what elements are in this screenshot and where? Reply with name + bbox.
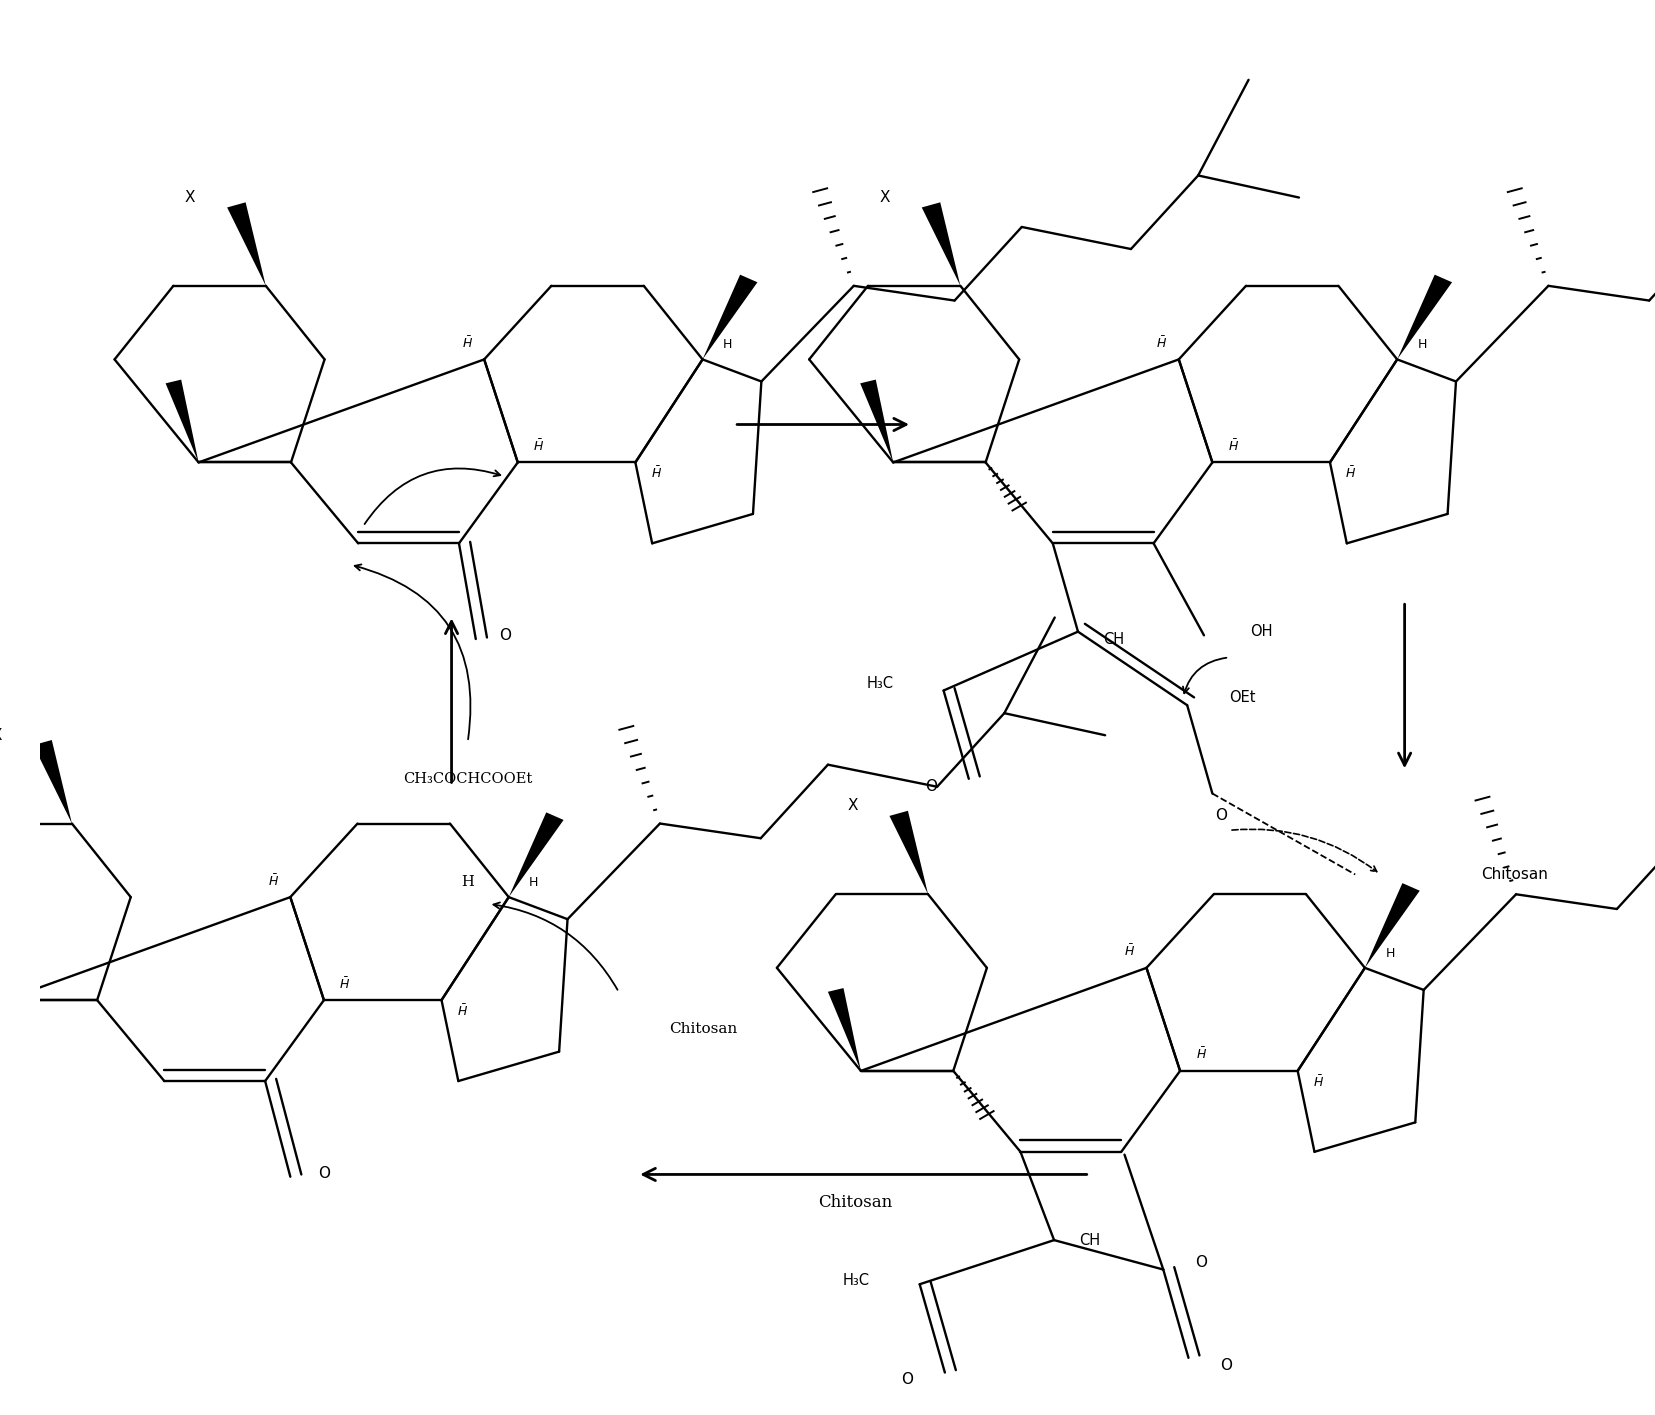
Text: X: X bbox=[879, 190, 890, 205]
Text: $\bar{H}$: $\bar{H}$ bbox=[1195, 1047, 1206, 1063]
Text: O: O bbox=[1195, 1255, 1206, 1269]
Polygon shape bbox=[227, 202, 266, 286]
Text: H: H bbox=[462, 874, 473, 889]
Text: $\bar{H}$: $\bar{H}$ bbox=[457, 1003, 468, 1019]
Text: $\bar{H}$: $\bar{H}$ bbox=[462, 335, 473, 351]
Text: $\bar{H}$: $\bar{H}$ bbox=[268, 873, 280, 889]
Text: O: O bbox=[318, 1166, 329, 1180]
Polygon shape bbox=[0, 917, 5, 1000]
Text: Chitosan: Chitosan bbox=[1481, 867, 1547, 882]
Text: X: X bbox=[847, 798, 857, 814]
Text: OEt: OEt bbox=[1230, 691, 1256, 706]
Polygon shape bbox=[166, 379, 199, 463]
Polygon shape bbox=[889, 811, 928, 894]
Text: $\bar{H}$: $\bar{H}$ bbox=[650, 466, 662, 481]
Text: O: O bbox=[900, 1373, 914, 1388]
Polygon shape bbox=[922, 202, 960, 286]
Text: O: O bbox=[1215, 808, 1226, 824]
Text: OH: OH bbox=[1250, 624, 1273, 640]
Text: O: O bbox=[925, 778, 937, 794]
Text: $\bar{H}$: $\bar{H}$ bbox=[533, 439, 544, 454]
Polygon shape bbox=[828, 988, 861, 1071]
Text: H₃C: H₃C bbox=[866, 675, 894, 691]
Polygon shape bbox=[861, 379, 894, 463]
Text: $\bar{H}$: $\bar{H}$ bbox=[1346, 466, 1357, 481]
Text: CH: CH bbox=[1104, 631, 1124, 647]
Polygon shape bbox=[1397, 275, 1451, 359]
Text: $\bar{H}$: $\bar{H}$ bbox=[1228, 439, 1240, 454]
Text: H: H bbox=[723, 338, 733, 351]
Text: $\bar{H}$: $\bar{H}$ bbox=[339, 976, 351, 992]
Polygon shape bbox=[508, 812, 564, 897]
Text: $\bar{H}$: $\bar{H}$ bbox=[1312, 1074, 1324, 1090]
Text: H₃C: H₃C bbox=[842, 1274, 869, 1288]
Polygon shape bbox=[33, 740, 71, 824]
Text: CH: CH bbox=[1079, 1232, 1101, 1248]
Text: CH₃COCHCOOEt: CH₃COCHCOOEt bbox=[404, 771, 533, 785]
Text: O: O bbox=[500, 628, 511, 642]
Text: $\bar{H}$: $\bar{H}$ bbox=[1124, 944, 1135, 959]
Text: H: H bbox=[1418, 338, 1427, 351]
Text: Chitosan: Chitosan bbox=[818, 1194, 892, 1211]
Text: Chitosan: Chitosan bbox=[669, 1022, 736, 1036]
Text: $\bar{H}$: $\bar{H}$ bbox=[1157, 335, 1167, 351]
Text: H: H bbox=[530, 876, 538, 889]
Text: H: H bbox=[1385, 947, 1395, 959]
Text: X: X bbox=[185, 190, 195, 205]
Polygon shape bbox=[1365, 883, 1420, 968]
Text: O: O bbox=[1220, 1357, 1233, 1373]
Polygon shape bbox=[703, 275, 758, 359]
